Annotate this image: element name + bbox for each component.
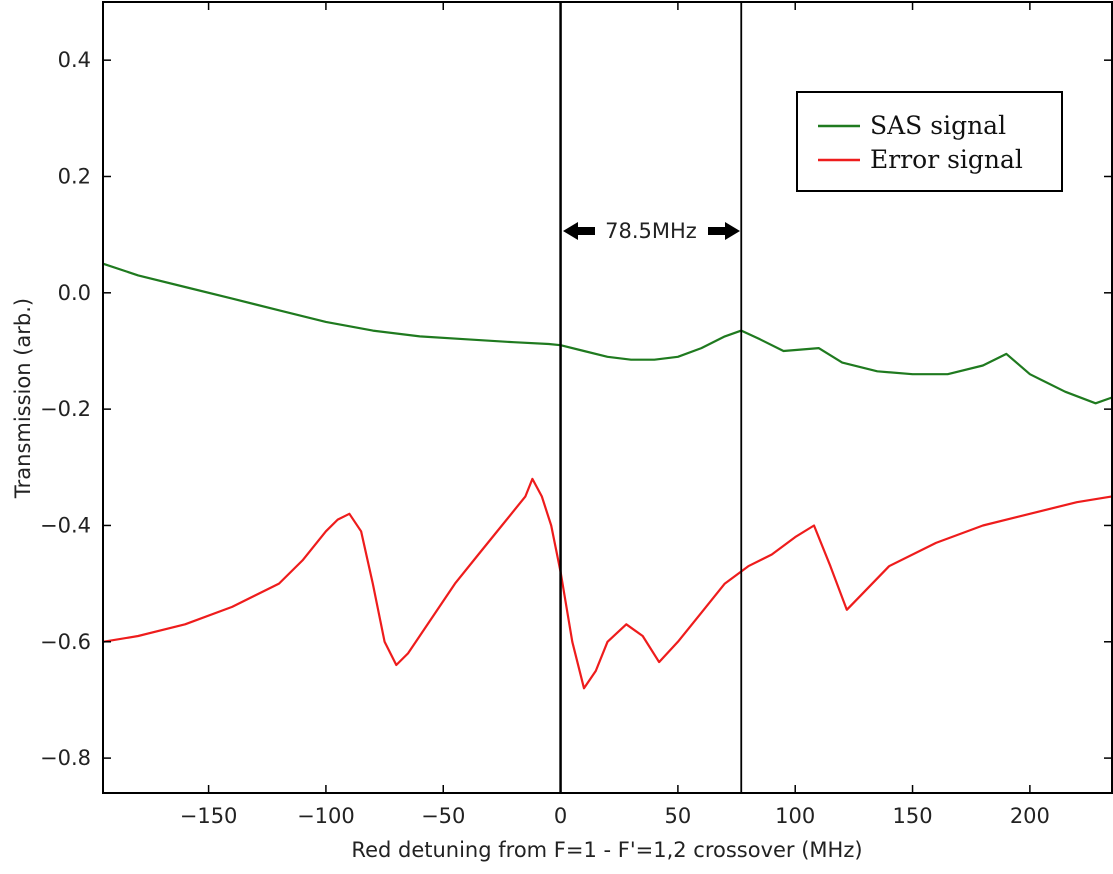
span-label: 78.5MHz — [605, 219, 697, 243]
x-tick-label: 200 — [1010, 804, 1050, 828]
arrow-right-icon — [708, 222, 740, 240]
y-tick-label: −0.8 — [40, 746, 91, 770]
x-axis-label: Red detuning from F=1 - F'=1,2 crossover… — [351, 838, 862, 862]
x-tick-label: −100 — [297, 804, 355, 828]
legend-box — [796, 91, 1063, 192]
legend-label-error: Error signal — [870, 145, 1023, 174]
y-tick-label: −0.2 — [40, 397, 91, 421]
series-layer — [102, 262, 1113, 690]
y-ticks: 0.4 0.2 0.0 −0.2 −0.4 −0.6 −0.8 — [40, 48, 1112, 770]
legend: SAS signal Error signal — [796, 91, 1063, 192]
y-tick-label: 0.4 — [58, 48, 91, 72]
x-ticks: −150 −100 −50 0 50 100 150 200 — [180, 2, 1050, 828]
series-line-sas-signal — [102, 262, 1113, 405]
arrow-left-icon — [563, 222, 595, 240]
x-tick-label: −50 — [421, 804, 465, 828]
series-line-error-signal — [102, 477, 1113, 690]
x-tick-label: 100 — [775, 804, 815, 828]
legend-label-sas: SAS signal — [870, 111, 1006, 140]
y-axis-label: Transmission (arb.) — [11, 298, 35, 499]
y-tick-label: 0.0 — [58, 281, 91, 305]
x-tick-label: 0 — [554, 804, 567, 828]
x-tick-label: 50 — [665, 804, 692, 828]
y-tick-label: 0.2 — [58, 164, 91, 188]
y-tick-label: −0.4 — [40, 513, 91, 537]
y-tick-label: −0.6 — [40, 630, 91, 654]
span-annotation: 78.5MHz — [563, 219, 740, 243]
plot-frame — [102, 1, 1113, 794]
x-tick-label: −150 — [180, 804, 238, 828]
vertical-lines-layer — [559, 2, 743, 793]
x-tick-label: 150 — [892, 804, 932, 828]
